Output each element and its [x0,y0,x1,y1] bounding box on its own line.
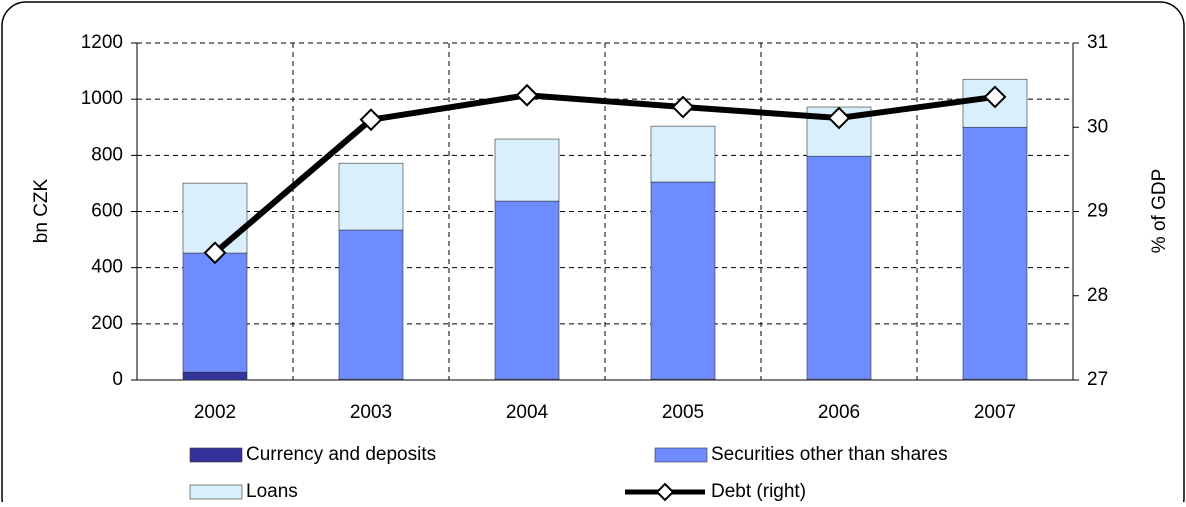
y-tick-label: 800 [91,144,123,165]
bar [494,138,560,202]
x-tick-label: 2005 [662,402,704,423]
x-tick-label: 2003 [350,402,392,423]
legend-label: Debt (right) [711,481,806,502]
x-tick-label: 2006 [818,402,860,423]
line-marker [827,106,851,130]
bar [494,200,560,380]
line-marker [671,95,695,119]
bar [962,126,1028,380]
line [213,92,996,256]
y-tick-label: 400 [91,257,123,278]
legend-label: Currency and deposits [246,444,436,465]
bar [338,162,404,231]
bar [806,155,872,380]
legend-marker [655,482,675,502]
line-marker [515,83,539,107]
bar [182,252,248,373]
line-marker [359,108,383,132]
y-tick-label: 600 [91,201,123,222]
legend-label: Securities other than shares [711,444,948,465]
bar [338,229,404,380]
y2-axis-label: % of GDP [1149,169,1170,253]
legend-swatch [654,447,708,463]
line-marker [983,85,1007,109]
y2-tick-label: 29 [1087,201,1108,222]
y-tick-label: 1200 [81,32,123,53]
y-tick-label: 0 [112,369,123,390]
legend-swatch [189,447,243,463]
y-axis-label: bn CZK [31,178,52,243]
line-marker [203,241,227,265]
y2-tick-label: 27 [1087,369,1108,390]
y-tick-label: 1000 [81,88,123,109]
x-tick-label: 2007 [974,402,1016,423]
x-tick-label: 2002 [194,402,236,423]
bar [182,371,248,381]
bar [650,125,716,183]
legend-label: Loans [246,481,298,502]
y-tick-label: 200 [91,313,123,334]
legend-swatch [189,484,243,500]
y2-tick-label: 30 [1087,116,1108,137]
y2-tick-label: 28 [1087,285,1108,306]
y2-tick-label: 31 [1087,32,1108,53]
bar [650,181,716,380]
x-tick-label: 2004 [506,402,549,423]
